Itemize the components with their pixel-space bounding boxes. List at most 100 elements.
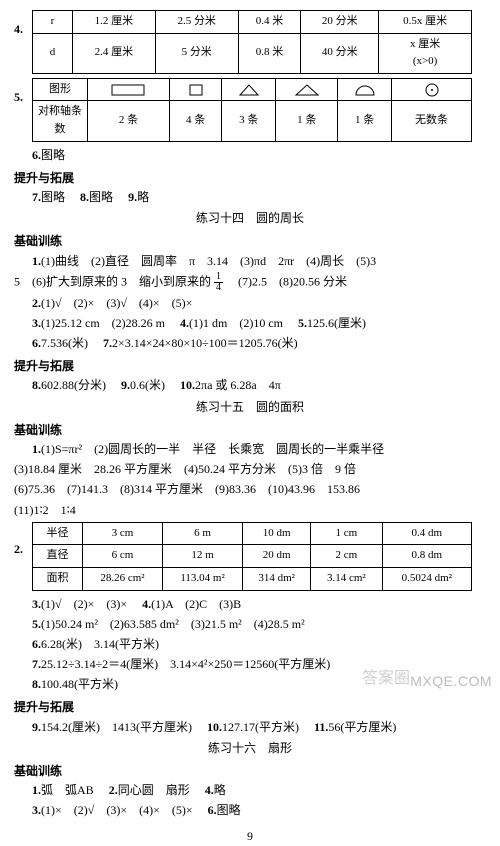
cell: 无数条 [392,101,472,141]
text: 25.12÷3.14÷2＝4(厘米) 3.14×4²×250＝12560(平方厘… [41,657,330,671]
cell: 12 m [162,545,242,568]
cell: x 厘米(x>0) [379,33,472,73]
qnum: 8. [32,378,41,392]
cell: 2.5 分米 [155,11,238,34]
text: (1)√ (2)× (3)√ (4)× (5)× [41,296,192,310]
qnum: 9. [121,378,130,392]
p15-34: 3.(1)√ (2)× (3)× 4.(1)A (2)C (3)B [14,595,486,614]
qnum: 4. [205,783,214,797]
section-b: 基础训练 [14,232,486,251]
p15-6: 6.6.28(米) 3.14(平方米) [14,635,486,654]
text: 0.6(米) [130,378,165,392]
section-a: 提升与拓展 [14,169,486,188]
text: 7.536(米) [41,336,88,350]
cell: 0.4 米 [238,11,301,34]
denom: 4 [214,283,223,293]
text: 2πa 或 6.28a 4π [195,378,281,392]
p15-1-l2: (3)18.84 厘米 28.26 平方厘米 (4)50.24 平方分米 (5)… [14,460,486,479]
cell: 半径 [33,522,83,545]
table-row: r 1.2 厘米 2.5 分米 0.4 米 20 分米 0.5x 厘米 [33,11,472,34]
title-16: 练习十六 扇形 [14,739,486,758]
q4-num: 4. [14,10,32,39]
text: 125.6(厘米) [307,316,366,330]
p15-2-block: 2. 半径 3 cm 6 m 10 dm 1 cm 0.4 dm 直径 6 cm… [14,522,486,591]
qnum: 10. [180,378,195,392]
cell: 对称轴条数 [33,101,88,141]
watermark-logo: 答案圈 [362,666,410,692]
qnum: 1. [32,442,41,456]
qnum: 3. [32,597,41,611]
qnum: 7. [103,336,112,350]
cell: 6 m [162,522,242,545]
qnum: 9. [128,190,137,204]
p16-36: 3.(1)× (2)√ (3)× (4)× (5)× 6.图略 [14,801,486,820]
text: 154.2(厘米) 1413(平方厘米) [41,720,192,734]
cell: 4 条 [169,101,221,141]
text: 56(平方厘米) [328,720,396,734]
text: (1)25.12 cm (2)28.26 m [41,316,165,330]
shape-iso-triangle-icon [276,78,338,101]
text: (1)√ (2)× (3)× [41,597,127,611]
text: 同心圆 扇形 [118,783,190,797]
cell: 314 dm² [243,567,311,590]
cell: 40 分米 [301,33,379,73]
cell: r [33,11,73,34]
p15-91011: 9.154.2(厘米) 1413(平方厘米) 10.127.17(平方米) 11… [14,718,486,737]
cell: 3 cm [83,522,163,545]
qnum: 5. [298,316,307,330]
cell: 1 cm [311,522,382,545]
q6: 6.图略 [14,146,486,165]
cell: 0.8 米 [238,33,301,73]
cell: 1 条 [338,101,392,141]
section-c: 提升与拓展 [14,357,486,376]
section-d: 基础训练 [14,421,486,440]
cell: 2 cm [311,545,382,568]
text: 图略 [41,190,65,204]
shape-square-icon [169,78,221,101]
text: (1)S=πr² (2)圆周长的一半 半径 长乘宽 圆周长的一半乘半径 [41,442,384,456]
cell: 5 分米 [155,33,238,73]
qnum: 3. [32,803,41,817]
cell: 20 dm [243,545,311,568]
cell: 113.04 m² [162,567,242,590]
q5-num: 5. [14,78,32,107]
shape-rectangle-icon [88,78,170,101]
qnum: 1. [32,254,41,268]
q5-table: 图形 对称轴条数 2 条 4 条 3 条 1 条 1 条 无数条 [32,78,472,142]
qnum: 7. [32,190,41,204]
section-e: 提升与拓展 [14,698,486,717]
cell: 1.2 厘米 [73,11,156,34]
qnum: 2. [109,783,118,797]
cell: 10 dm [243,522,311,545]
table-row: 对称轴条数 2 条 4 条 3 条 1 条 1 条 无数条 [33,101,472,141]
qnum: 10. [207,720,222,734]
cell: 0.8 dm [382,545,472,568]
qnum: 8. [80,190,89,204]
title-14: 练习十四 圆的周长 [14,209,486,228]
p14-67: 6.7.536(米) 7.2×3.14×24×80×10÷100＝1205.76… [14,334,486,353]
text: 弧 弧AB [41,783,94,797]
qnum: 3. [32,316,41,330]
text: 100.48(平方米) [41,677,118,691]
text: (7)2.5 (8)20.56 分米 [226,274,347,288]
q-num: 2. [14,522,32,559]
text: 602.88(分米) [41,378,106,392]
text: 127.17(平方米) [222,720,299,734]
section-f: 基础训练 [14,762,486,781]
fraction: 14 [214,272,223,293]
qnum: 1. [32,783,41,797]
text: 略 [214,783,226,797]
cell: 2 条 [88,101,170,141]
cell: 0.5024 dm² [382,567,472,590]
q5-block: 5. 图形 对称轴条数 2 条 4 条 3 条 1 条 1 条 无数条 [14,78,486,142]
qnum: 11. [314,720,328,734]
cell: 直径 [33,545,83,568]
cell: 20 分米 [301,11,379,34]
cell: 面积 [33,567,83,590]
p15-1-l3: (6)75.36 (7)141.3 (8)314 平方厘米 (9)83.36 (… [14,480,486,499]
cell: d [33,33,73,73]
text: (1)曲线 (2)直径 圆周率 π 3.14 (3)πd 2πr (4)周长 (… [41,254,376,268]
qnum: 9. [32,720,41,734]
p15-1-l4: (11)1∶2 1∶4 [14,501,486,520]
text: 图略 [217,803,241,817]
